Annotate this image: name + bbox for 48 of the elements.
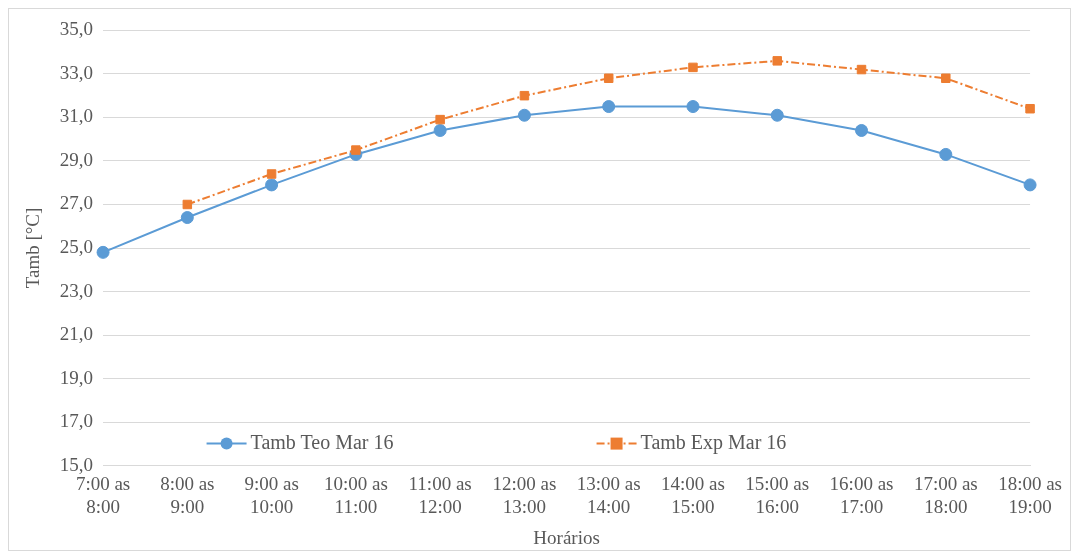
x-tick-label: 9:00 as 10:00 [244, 472, 299, 517]
legend-label: Tamb Teo Mar 16 [250, 430, 394, 453]
y-axis-title: Tamb [°C] [22, 207, 44, 289]
point [265, 178, 279, 192]
point [180, 211, 194, 225]
point [517, 108, 531, 122]
point [182, 199, 193, 210]
x-tick-label: 17:00 as 18:00 [913, 472, 978, 517]
y-tick-label: 17,0 [59, 410, 94, 432]
x-tick-label: 15:00 as 16:00 [745, 472, 810, 517]
y-tick-label: 29,0 [59, 148, 94, 170]
point [1023, 178, 1037, 192]
legend-label: Tamb Exp Mar 16 [640, 430, 787, 454]
point [856, 64, 867, 75]
y-tick-label: 19,0 [59, 366, 94, 388]
x-tick-label: 18:00 as 19:00 [998, 472, 1062, 517]
x-tick-label: 10:00 as 11:00 [323, 472, 388, 517]
y-tick-label: 23,0 [59, 279, 94, 301]
point [1025, 103, 1035, 114]
x-tick-label: 12:00 as 13:00 [492, 472, 557, 517]
y-tick-label: 35,0 [59, 18, 94, 40]
x-axis-title: Horários [533, 526, 600, 548]
y-tick-label: 25,0 [59, 235, 94, 257]
x-tick-label: 13:00 as 14:00 [576, 472, 641, 517]
point [266, 169, 277, 179]
point [351, 145, 361, 155]
point [603, 73, 614, 84]
y-tick-label: 31,0 [59, 105, 94, 127]
point [770, 108, 784, 122]
point [433, 124, 447, 137]
y-tick-label: 15,0 [59, 453, 94, 475]
y-tick-label: 33,0 [59, 61, 94, 83]
point [96, 245, 110, 259]
point [772, 56, 782, 66]
point [939, 147, 953, 161]
point [686, 100, 700, 114]
x-tick-label: 16:00 as 17:00 [829, 472, 894, 517]
point [855, 124, 869, 137]
y-tick-label: 27,0 [59, 192, 94, 214]
point [602, 100, 616, 114]
point [941, 73, 951, 84]
y-tick-label: 21,0 [59, 323, 94, 345]
x-tick-label: 14:00 as 15:00 [661, 472, 725, 517]
point [519, 90, 530, 101]
point [688, 62, 698, 73]
x-tick-label: 8:00 as 9:00 [160, 472, 215, 517]
point [435, 114, 445, 125]
x-tick-label: 11:00 as 12:00 [408, 472, 472, 517]
